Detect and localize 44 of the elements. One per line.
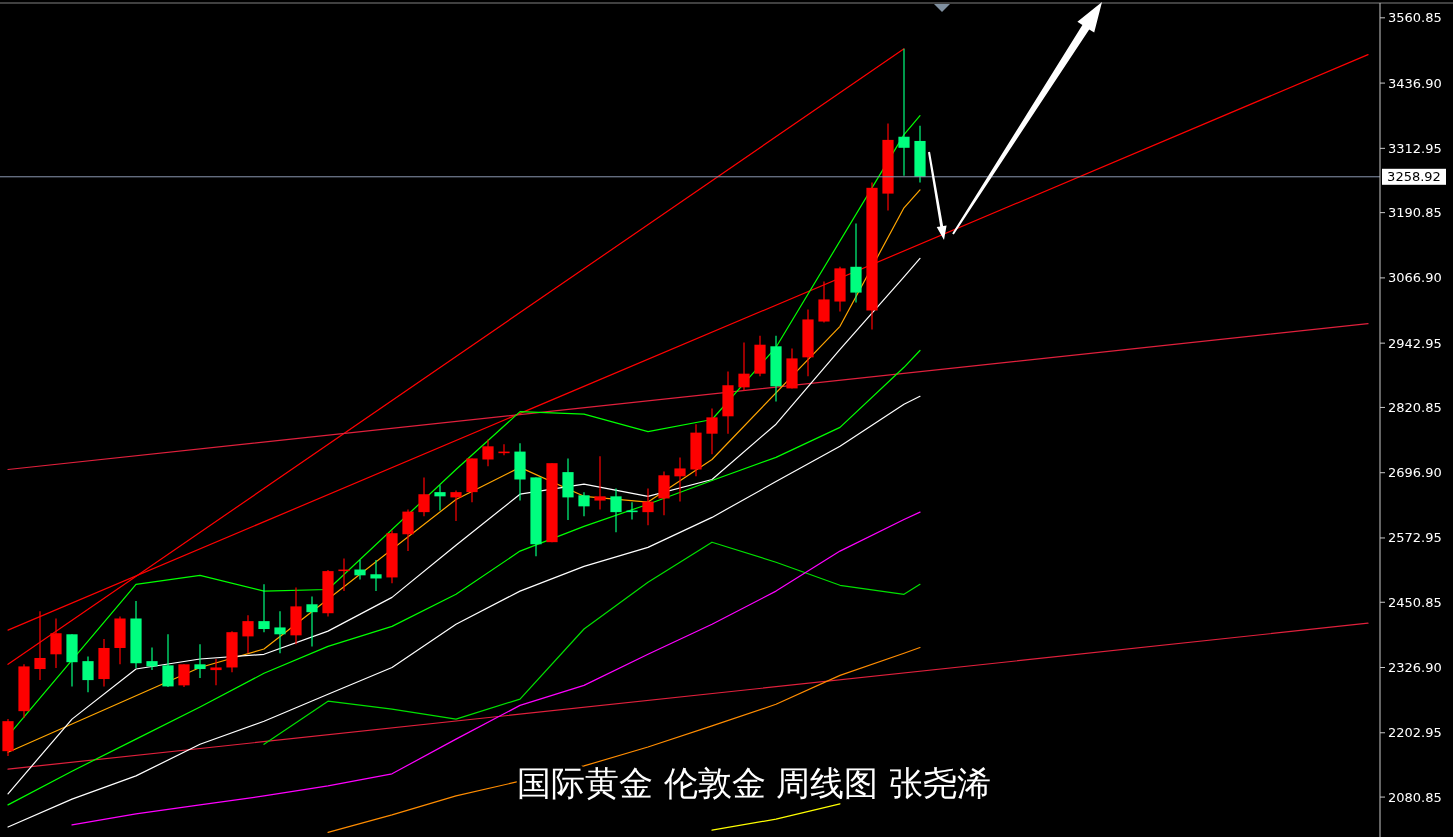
line-series [327, 646, 921, 833]
candlestick [82, 655, 94, 693]
candlestick [162, 633, 174, 688]
y-tick-label: 2450.85 [1388, 594, 1442, 610]
y-tick-label: 2202.95 [1388, 725, 1442, 741]
y-tick-label: 3436.90 [1388, 75, 1442, 91]
y-tick-label: 2696.90 [1388, 465, 1442, 481]
candlestick [578, 491, 590, 517]
candlestick [818, 280, 830, 324]
y-tick-label: 2080.85 [1388, 789, 1442, 805]
y-tick-label: 2572.95 [1388, 530, 1442, 546]
candlestick [658, 471, 670, 516]
y-tick-label: 3066.90 [1388, 270, 1442, 286]
candlestick [418, 476, 430, 517]
candlestick [210, 658, 222, 686]
y-tick-label: 3190.85 [1388, 205, 1442, 221]
candlestick [402, 508, 414, 552]
candlestick [610, 487, 622, 533]
candlestick [194, 643, 206, 679]
candlestick [450, 489, 462, 522]
candlestick [434, 484, 446, 512]
candlestick [274, 610, 286, 654]
candlestick [706, 407, 718, 455]
candlestick [258, 583, 270, 633]
candlestick [242, 614, 254, 654]
candlestick [594, 455, 606, 511]
candlestick [642, 487, 654, 526]
ref-line-label: 3258.92 [1387, 169, 1441, 185]
candlestick [354, 559, 366, 581]
candlestick [178, 663, 190, 688]
candlestick [146, 646, 158, 671]
y-tick-label: 2326.90 [1388, 660, 1442, 676]
line-series [263, 541, 921, 745]
candlestick [738, 342, 750, 392]
candlestick [370, 559, 382, 592]
y-tick-label: 2820.85 [1388, 399, 1442, 415]
candlestick [674, 456, 686, 503]
y-tick-label: 2942.95 [1388, 335, 1442, 351]
candlestick [898, 48, 910, 177]
y-tick-label: 3312.95 [1388, 140, 1442, 156]
candlestick [306, 595, 318, 647]
y-tick-label: 3560.85 [1388, 10, 1442, 26]
candlestick [482, 438, 494, 467]
line-series [71, 511, 921, 826]
